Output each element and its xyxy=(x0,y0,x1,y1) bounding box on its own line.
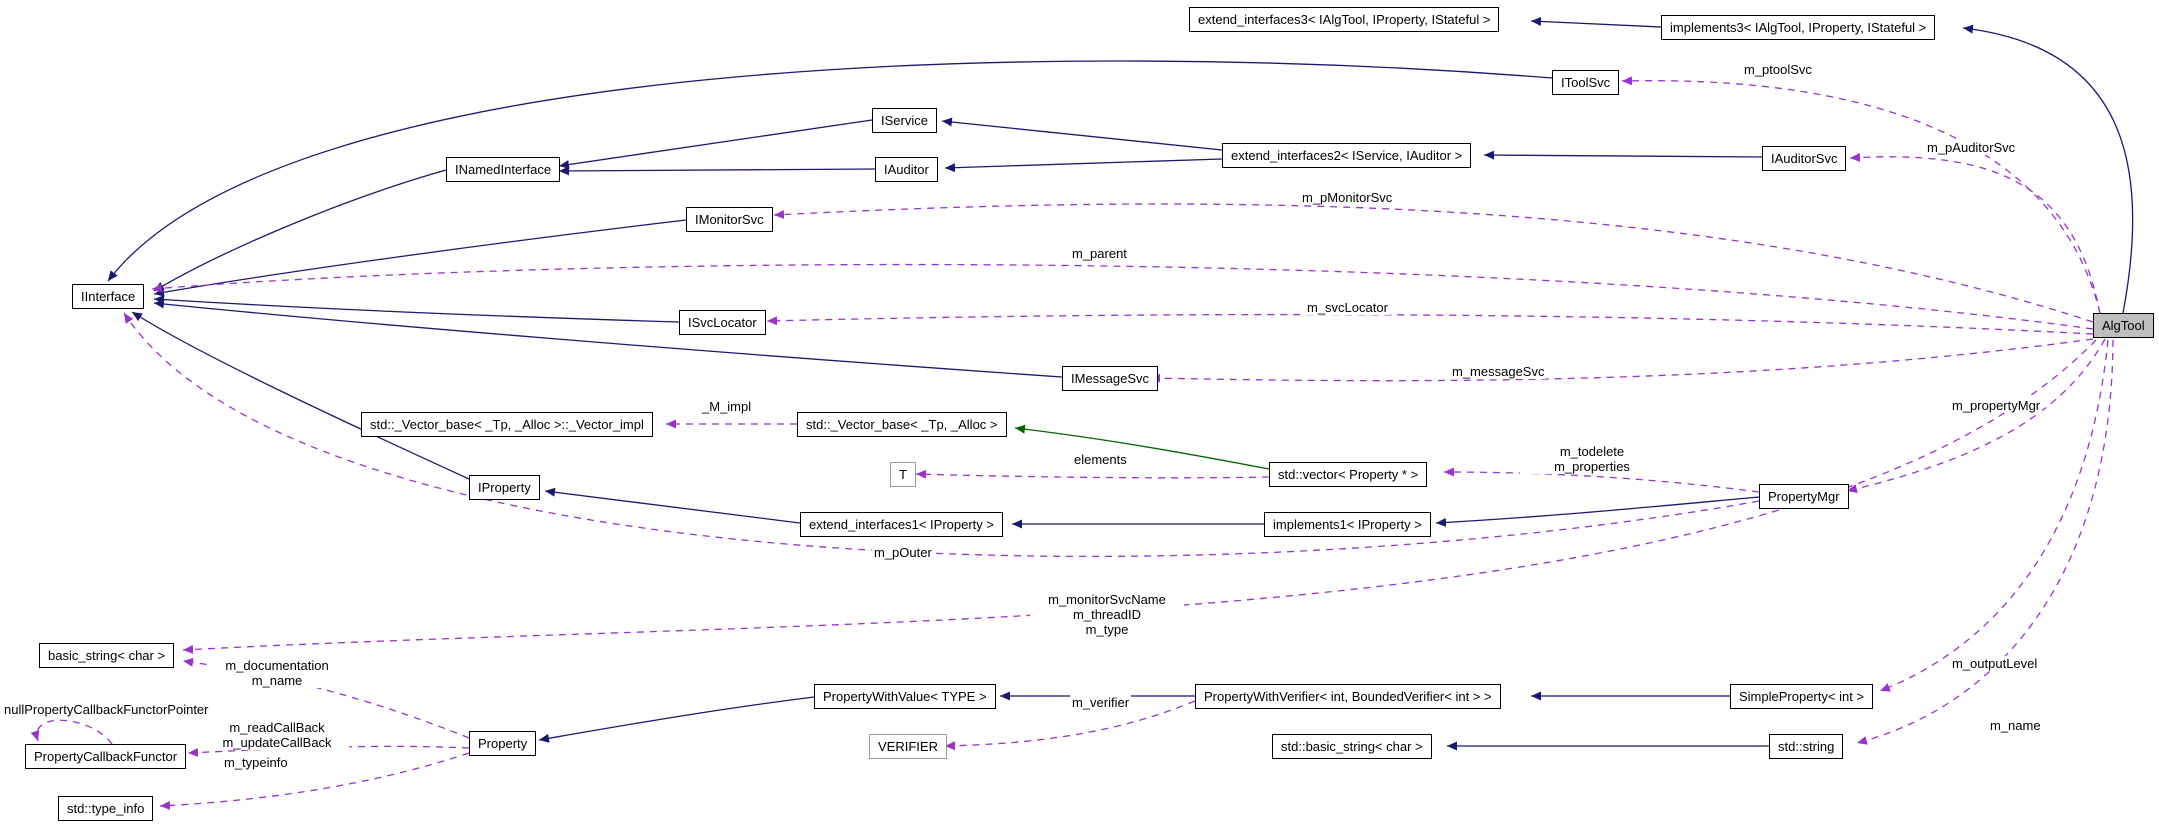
edge-label-m-messagesvc: m_messageSvc xyxy=(1450,364,1547,379)
edge-propertymgr-stdvector xyxy=(1443,467,1760,493)
edge-propertycallbackfunctor-self xyxy=(30,719,113,745)
edge-property-typeinfo xyxy=(159,752,470,810)
edge-property-basicstring xyxy=(182,657,470,739)
edge-label-m-impl: _M_impl xyxy=(700,399,754,414)
edge-iauditorsvc-extend-interfaces2 xyxy=(1483,150,1763,160)
edge-implements3-extend-interfaces3 xyxy=(1530,16,1662,28)
edge-stdvector-vectorbase xyxy=(1014,424,1270,470)
class-node-implements3[interactable]: implements3< IAlgTool, IProperty, IState… xyxy=(1661,15,1936,40)
class-node-itoolsvc[interactable]: IToolSvc xyxy=(1552,70,1620,95)
class-node-basic-string-char[interactable]: basic_string< char > xyxy=(39,643,175,668)
edge-label-m-propertymgr: m_propertyMgr xyxy=(1950,398,2043,413)
class-node-extend-interfaces3[interactable]: extend_interfaces3< IAlgTool, IProperty,… xyxy=(1189,7,1500,32)
edge-label-elements: elements xyxy=(1072,452,1129,467)
edge-stdvector-t xyxy=(915,469,1270,479)
class-node-propertymgr[interactable]: PropertyMgr xyxy=(1759,484,1849,509)
edge-algtool-imonitorsvc xyxy=(773,203,2094,323)
class-node-simpleproperty-int[interactable]: SimpleProperty< int > xyxy=(1730,684,1874,709)
edge-propertywithvalue-property xyxy=(538,696,815,743)
edge-propertymgr-implements1 xyxy=(1435,496,1760,527)
edge-label-m-readcallback-m-updatecallback: m_readCallBack m_updateCallBack xyxy=(205,720,349,750)
edge-iservice-inamedinterface xyxy=(558,119,873,169)
class-node-iproperty[interactable]: IProperty xyxy=(469,475,540,500)
class-node-extend-interfaces2[interactable]: extend_interfaces2< IService, IAuditor > xyxy=(1222,143,1472,168)
class-node-propertywithverifier[interactable]: PropertyWithVerifier< int, BoundedVerifi… xyxy=(1195,684,1501,709)
edge-propertywithverifier-verifier xyxy=(944,700,1196,751)
edge-algtool-imessagesvc xyxy=(1149,338,2094,383)
class-node-implements1[interactable]: implements1< IProperty > xyxy=(1264,512,1431,537)
class-node-propertywithvalue[interactable]: PropertyWithValue< TYPE > xyxy=(814,684,996,709)
class-node-std-string[interactable]: std::string xyxy=(1769,734,1844,759)
edge-label-m-svclocator: m_svcLocator xyxy=(1305,300,1390,315)
edge-label-m-name: m_name xyxy=(1988,718,2043,733)
class-node-property[interactable]: Property xyxy=(469,731,537,756)
edge-isvclocator-iinterface xyxy=(153,295,680,323)
class-node-iinterface[interactable]: IInterface xyxy=(72,284,145,309)
edge-extend-interfaces2-iauditor xyxy=(944,158,1223,173)
class-node-vector-impl[interactable]: std::_Vector_base< _Tp, _Alloc >::_Vecto… xyxy=(361,412,653,437)
edge-label-m-pauditorsvc: m_pAuditorSvc xyxy=(1925,140,2018,155)
edge-label-m-monitorsvcname-m-threadid-m-type: m_monitorSvcName m_threadID m_type xyxy=(1030,592,1184,637)
edge-algtool-simpleproperty xyxy=(1879,339,2109,692)
class-node-std-basic-string-char[interactable]: std::basic_string< char > xyxy=(1272,734,1432,759)
edge-iauditor-inamedinterface xyxy=(558,166,876,176)
edge-itoolsvc-iinterface xyxy=(107,60,1553,282)
edge-label-m-typeinfo: m_typeinfo xyxy=(222,755,290,770)
class-node-imonitorsvc[interactable]: IMonitorSvc xyxy=(686,207,773,232)
edge-algtool-iinterface-mparent xyxy=(151,263,2094,330)
edge-algtool-itoolsvc xyxy=(1621,76,2101,314)
edge-algtool-implements3 xyxy=(1962,24,2134,314)
template-param-node-t: T xyxy=(890,462,916,487)
class-node-imessagesvc[interactable]: IMessageSvc xyxy=(1062,366,1159,391)
edge-algtool-basicstring xyxy=(182,339,2097,654)
edge-algtool-propertymgr xyxy=(1846,338,2106,494)
edge-extend-interfaces2-iservice xyxy=(941,117,1223,151)
edge-label-m-outputlevel: m_outputLevel xyxy=(1950,656,2040,671)
edge-iproperty-iinterface xyxy=(131,311,470,480)
class-node-algtool: AlgTool xyxy=(2093,313,2154,338)
edge-label-m-documentation-m-name: m_documentation m_name xyxy=(210,658,344,688)
edge-propertymgr-iinterface-mpouter xyxy=(123,312,1760,558)
edge-inamedinterface-iinterface xyxy=(153,169,447,292)
edge-label-m-todelete-m-properties: m_todelete m_properties xyxy=(1520,444,1664,474)
edge-label-m-pmonitorsvc: m_pMonitorSvc xyxy=(1300,190,1395,205)
class-node-iauditorsvc[interactable]: IAuditorSvc xyxy=(1762,146,1847,171)
class-node-extend-interfaces1[interactable]: extend_interfaces1< IProperty > xyxy=(800,512,1004,537)
edge-label-m-parent: m_parent xyxy=(1070,246,1129,261)
class-node-isvclocator[interactable]: ISvcLocator xyxy=(679,310,766,335)
class-node-iauditor[interactable]: IAuditor xyxy=(875,157,938,182)
edge-algtool-iauditorsvc xyxy=(1849,152,2101,315)
template-param-node-verifier: VERIFIER xyxy=(869,734,947,759)
class-node-std-vector-property[interactable]: std::vector< Property * > xyxy=(1269,462,1428,487)
edge-label-nullpropertycallbackfunctorpointer: nullPropertyCallbackFunctorPointer xyxy=(2,702,211,717)
class-node-iservice[interactable]: IService xyxy=(872,108,937,133)
class-node-inamedinterface[interactable]: INamedInterface xyxy=(446,157,561,182)
edge-imonitorsvc-iinterface xyxy=(153,219,687,297)
edge-label-m-verifier: m_verifier xyxy=(1070,695,1132,710)
edge-imessagesvc-iinterface xyxy=(153,299,1063,378)
edge-algtool-isvclocator xyxy=(766,313,2094,335)
edge-label-m-pouter: m_pOuter xyxy=(872,545,934,560)
class-node-vector-base[interactable]: std::_Vector_base< _Tp, _Alloc > xyxy=(797,412,1007,437)
edge-extend-interfaces1-iproperty xyxy=(544,487,801,524)
class-node-std-type-info[interactable]: std::type_info xyxy=(58,796,154,821)
edge-label-m-ptoolsvc: m_ptoolSvc xyxy=(1742,62,1814,77)
class-node-propertycallbackfunctor[interactable]: PropertyCallbackFunctor xyxy=(25,744,187,769)
